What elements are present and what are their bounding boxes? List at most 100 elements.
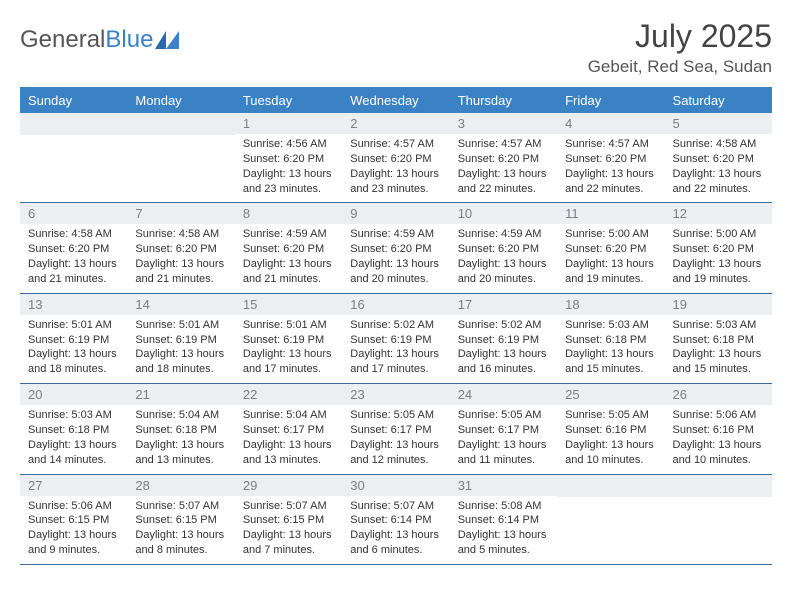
sunset-text: Sunset: 6:19 PM — [458, 333, 549, 348]
sunset-text: Sunset: 6:20 PM — [458, 242, 549, 257]
header: GeneralBlue July 2025 Gebeit, Red Sea, S… — [20, 18, 772, 77]
sunrise-text: Sunrise: 5:06 AM — [673, 408, 764, 423]
day-body: Sunrise: 4:56 AMSunset: 6:20 PMDaylight:… — [235, 134, 342, 196]
sunrise-text: Sunrise: 5:07 AM — [243, 499, 334, 514]
day-body: Sunrise: 5:05 AMSunset: 6:17 PMDaylight:… — [342, 405, 449, 467]
day-body: Sunrise: 4:59 AMSunset: 6:20 PMDaylight:… — [342, 224, 449, 286]
day-body: Sunrise: 4:59 AMSunset: 6:20 PMDaylight:… — [235, 224, 342, 286]
daylight-text: Daylight: 13 hours and 23 minutes. — [243, 167, 334, 197]
day-cell: 28Sunrise: 5:07 AMSunset: 6:15 PMDayligh… — [127, 475, 234, 564]
day-number: 10 — [450, 203, 557, 224]
day-cell: 15Sunrise: 5:01 AMSunset: 6:19 PMDayligh… — [235, 294, 342, 383]
daylight-text: Daylight: 13 hours and 13 minutes. — [243, 438, 334, 468]
sunset-text: Sunset: 6:20 PM — [673, 242, 764, 257]
daylight-text: Daylight: 13 hours and 22 minutes. — [458, 167, 549, 197]
sunrise-text: Sunrise: 5:05 AM — [458, 408, 549, 423]
sunrise-text: Sunrise: 5:05 AM — [565, 408, 656, 423]
day-body: Sunrise: 5:07 AMSunset: 6:15 PMDaylight:… — [235, 496, 342, 558]
day-number: 16 — [342, 294, 449, 315]
sunset-text: Sunset: 6:16 PM — [673, 423, 764, 438]
day-cell: 10Sunrise: 4:59 AMSunset: 6:20 PMDayligh… — [450, 203, 557, 292]
day-body: Sunrise: 5:06 AMSunset: 6:15 PMDaylight:… — [20, 496, 127, 558]
day-number: 4 — [557, 113, 664, 134]
brand-logo: GeneralBlue — [20, 18, 181, 54]
daylight-text: Daylight: 13 hours and 10 minutes. — [565, 438, 656, 468]
day-body: Sunrise: 5:01 AMSunset: 6:19 PMDaylight:… — [235, 315, 342, 377]
daylight-text: Daylight: 13 hours and 13 minutes. — [135, 438, 226, 468]
day-cell: 13Sunrise: 5:01 AMSunset: 6:19 PMDayligh… — [20, 294, 127, 383]
day-number: 9 — [342, 203, 449, 224]
day-number: 30 — [342, 475, 449, 496]
day-cell — [127, 113, 234, 202]
day-number: 28 — [127, 475, 234, 496]
day-cell: 5Sunrise: 4:58 AMSunset: 6:20 PMDaylight… — [665, 113, 772, 202]
day-number: 22 — [235, 384, 342, 405]
day-cell: 1Sunrise: 4:56 AMSunset: 6:20 PMDaylight… — [235, 113, 342, 202]
day-cell: 11Sunrise: 5:00 AMSunset: 6:20 PMDayligh… — [557, 203, 664, 292]
day-number: 20 — [20, 384, 127, 405]
day-body: Sunrise: 5:07 AMSunset: 6:14 PMDaylight:… — [342, 496, 449, 558]
sunset-text: Sunset: 6:20 PM — [28, 242, 119, 257]
daylight-text: Daylight: 13 hours and 7 minutes. — [243, 528, 334, 558]
day-cell: 8Sunrise: 4:59 AMSunset: 6:20 PMDaylight… — [235, 203, 342, 292]
dow-row: SundayMondayTuesdayWednesdayThursdayFrid… — [20, 89, 772, 113]
day-body: Sunrise: 5:01 AMSunset: 6:19 PMDaylight:… — [20, 315, 127, 377]
day-number — [20, 113, 127, 135]
day-number: 18 — [557, 294, 664, 315]
sunrise-text: Sunrise: 5:02 AM — [458, 318, 549, 333]
day-cell: 26Sunrise: 5:06 AMSunset: 6:16 PMDayligh… — [665, 384, 772, 473]
day-body: Sunrise: 5:08 AMSunset: 6:14 PMDaylight:… — [450, 496, 557, 558]
day-body: Sunrise: 4:57 AMSunset: 6:20 PMDaylight:… — [450, 134, 557, 196]
sunrise-text: Sunrise: 5:03 AM — [28, 408, 119, 423]
week-row: 1Sunrise: 4:56 AMSunset: 6:20 PMDaylight… — [20, 113, 772, 203]
daylight-text: Daylight: 13 hours and 10 minutes. — [673, 438, 764, 468]
sunset-text: Sunset: 6:15 PM — [243, 513, 334, 528]
day-cell: 30Sunrise: 5:07 AMSunset: 6:14 PMDayligh… — [342, 475, 449, 564]
day-body: Sunrise: 5:02 AMSunset: 6:19 PMDaylight:… — [450, 315, 557, 377]
day-body: Sunrise: 5:06 AMSunset: 6:16 PMDaylight:… — [665, 405, 772, 467]
sunrise-text: Sunrise: 4:58 AM — [135, 227, 226, 242]
day-cell: 21Sunrise: 5:04 AMSunset: 6:18 PMDayligh… — [127, 384, 234, 473]
day-cell: 17Sunrise: 5:02 AMSunset: 6:19 PMDayligh… — [450, 294, 557, 383]
dow-label: Sunday — [20, 89, 127, 113]
day-number: 29 — [235, 475, 342, 496]
sunrise-text: Sunrise: 5:03 AM — [673, 318, 764, 333]
day-number: 13 — [20, 294, 127, 315]
dow-label: Friday — [557, 89, 664, 113]
day-cell — [20, 113, 127, 202]
sunrise-text: Sunrise: 5:00 AM — [673, 227, 764, 242]
daylight-text: Daylight: 13 hours and 17 minutes. — [243, 347, 334, 377]
sunset-text: Sunset: 6:14 PM — [458, 513, 549, 528]
sunset-text: Sunset: 6:18 PM — [673, 333, 764, 348]
day-number: 19 — [665, 294, 772, 315]
title-block: July 2025 Gebeit, Red Sea, Sudan — [588, 18, 772, 77]
daylight-text: Daylight: 13 hours and 15 minutes. — [565, 347, 656, 377]
day-body: Sunrise: 5:05 AMSunset: 6:17 PMDaylight:… — [450, 405, 557, 467]
month-title: July 2025 — [588, 18, 772, 55]
sunset-text: Sunset: 6:18 PM — [28, 423, 119, 438]
daylight-text: Daylight: 13 hours and 16 minutes. — [458, 347, 549, 377]
day-number: 26 — [665, 384, 772, 405]
brand-mark-icon — [155, 31, 181, 49]
daylight-text: Daylight: 13 hours and 19 minutes. — [565, 257, 656, 287]
day-body: Sunrise: 5:02 AMSunset: 6:19 PMDaylight:… — [342, 315, 449, 377]
day-body: Sunrise: 5:03 AMSunset: 6:18 PMDaylight:… — [665, 315, 772, 377]
daylight-text: Daylight: 13 hours and 17 minutes. — [350, 347, 441, 377]
day-cell: 19Sunrise: 5:03 AMSunset: 6:18 PMDayligh… — [665, 294, 772, 383]
day-cell: 20Sunrise: 5:03 AMSunset: 6:18 PMDayligh… — [20, 384, 127, 473]
day-number: 24 — [450, 384, 557, 405]
daylight-text: Daylight: 13 hours and 11 minutes. — [458, 438, 549, 468]
sunset-text: Sunset: 6:14 PM — [350, 513, 441, 528]
day-cell: 25Sunrise: 5:05 AMSunset: 6:16 PMDayligh… — [557, 384, 664, 473]
sunrise-text: Sunrise: 5:01 AM — [28, 318, 119, 333]
day-cell: 24Sunrise: 5:05 AMSunset: 6:17 PMDayligh… — [450, 384, 557, 473]
sunrise-text: Sunrise: 5:08 AM — [458, 499, 549, 514]
day-body: Sunrise: 5:01 AMSunset: 6:19 PMDaylight:… — [127, 315, 234, 377]
sunset-text: Sunset: 6:19 PM — [28, 333, 119, 348]
sunrise-text: Sunrise: 5:05 AM — [350, 408, 441, 423]
sunset-text: Sunset: 6:15 PM — [135, 513, 226, 528]
sunrise-text: Sunrise: 5:04 AM — [135, 408, 226, 423]
day-number: 27 — [20, 475, 127, 496]
day-body: Sunrise: 5:07 AMSunset: 6:15 PMDaylight:… — [127, 496, 234, 558]
sunrise-text: Sunrise: 5:02 AM — [350, 318, 441, 333]
